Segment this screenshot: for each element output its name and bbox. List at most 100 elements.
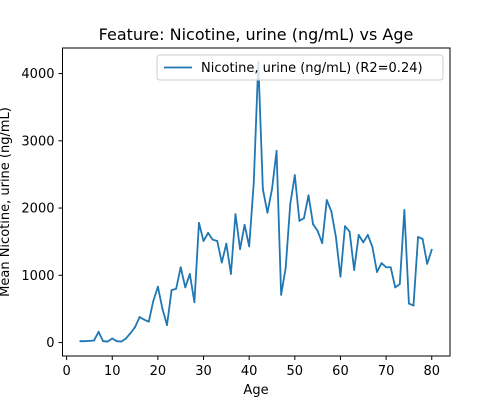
data-point bbox=[307, 194, 310, 197]
data-point bbox=[111, 337, 114, 340]
data-point bbox=[348, 230, 351, 233]
data-point bbox=[184, 286, 187, 289]
data-point bbox=[93, 339, 95, 342]
data-point bbox=[366, 234, 369, 236]
data-point bbox=[284, 267, 287, 269]
data-point bbox=[152, 299, 155, 302]
data-point bbox=[339, 275, 342, 278]
chart-title: Feature: Nicotine, urine (ng/mL) vs Age bbox=[99, 25, 414, 44]
y-tick-label: 2000 bbox=[21, 202, 54, 217]
legend: Nicotine, urine (ng/mL) (R2=0.24) bbox=[156, 54, 444, 81]
data-point bbox=[170, 289, 173, 291]
data-point bbox=[79, 340, 82, 343]
data-point bbox=[385, 266, 388, 269]
data-point bbox=[408, 302, 410, 305]
data-point bbox=[97, 330, 100, 333]
data-point bbox=[316, 230, 319, 232]
data-point bbox=[193, 301, 196, 304]
data-point bbox=[211, 238, 214, 241]
data-point bbox=[280, 293, 283, 296]
data-point bbox=[421, 238, 424, 240]
data-point bbox=[426, 262, 429, 265]
data-point bbox=[334, 236, 337, 238]
x-tick-label: 70 bbox=[378, 364, 395, 379]
data-point bbox=[412, 304, 415, 307]
data-point bbox=[220, 261, 223, 264]
data-point bbox=[230, 273, 232, 275]
data-point bbox=[376, 271, 378, 273]
x-tick-label: 80 bbox=[423, 364, 440, 379]
data-point bbox=[289, 203, 292, 205]
data-point bbox=[143, 318, 146, 321]
data-point bbox=[120, 340, 123, 343]
data-point bbox=[166, 324, 168, 326]
data-point bbox=[430, 248, 433, 251]
data-point bbox=[293, 174, 296, 177]
y-tick-label: 1000 bbox=[21, 269, 54, 284]
data-point bbox=[216, 240, 219, 242]
data-point bbox=[330, 210, 333, 213]
y-axis-label: Mean Nicotine, urine (ng/mL) bbox=[0, 107, 13, 297]
data-point bbox=[234, 213, 237, 216]
data-point bbox=[188, 273, 191, 275]
data-point bbox=[417, 236, 419, 238]
data-point bbox=[394, 286, 397, 289]
y-tick-label: 0 bbox=[46, 336, 54, 351]
data-point bbox=[106, 340, 109, 343]
data-point bbox=[403, 209, 406, 211]
data-point bbox=[271, 188, 273, 191]
data-point bbox=[239, 248, 241, 250]
data-point bbox=[321, 242, 324, 244]
legend-box bbox=[156, 54, 444, 81]
data-point bbox=[175, 287, 178, 290]
data-point bbox=[275, 149, 278, 152]
x-tick-label: 40 bbox=[241, 364, 258, 379]
y-tick-label: 4000 bbox=[21, 67, 54, 82]
data-point bbox=[303, 217, 305, 220]
data-point bbox=[243, 223, 246, 226]
data-point bbox=[362, 241, 365, 244]
data-point bbox=[252, 182, 255, 185]
data-point bbox=[371, 246, 374, 248]
data-point bbox=[115, 340, 118, 343]
data-point bbox=[147, 320, 150, 323]
x-tick-label: 0 bbox=[62, 364, 70, 379]
data-point bbox=[380, 262, 383, 265]
data-point bbox=[138, 316, 141, 318]
x-tick-label: 20 bbox=[150, 364, 167, 379]
x-tick-label: 50 bbox=[287, 364, 304, 379]
data-point bbox=[353, 269, 356, 271]
data-point bbox=[88, 339, 91, 342]
data-point bbox=[207, 232, 209, 234]
data-point bbox=[156, 285, 159, 288]
x-tick-label: 30 bbox=[195, 364, 212, 379]
y-tick-label: 3000 bbox=[21, 134, 54, 149]
legend-label: Nicotine, urine (ng/mL) (R2=0.24) bbox=[201, 61, 423, 76]
data-point bbox=[129, 332, 132, 335]
data-point bbox=[102, 340, 105, 343]
data-point bbox=[344, 225, 346, 228]
data-point bbox=[161, 308, 164, 310]
x-axis-label: Age bbox=[243, 383, 268, 398]
series-layer bbox=[79, 61, 433, 343]
data-point bbox=[357, 234, 360, 236]
x-axis-ticks: 0 10 20 30 40 50 60 70 80 bbox=[62, 356, 440, 379]
data-point bbox=[298, 219, 301, 222]
data-point bbox=[389, 266, 392, 269]
plot-area-frame bbox=[62, 47, 451, 357]
x-tick-label: 10 bbox=[104, 364, 121, 379]
data-point bbox=[398, 283, 401, 285]
data-point bbox=[83, 340, 86, 343]
data-point bbox=[125, 337, 127, 340]
data-point bbox=[312, 223, 314, 226]
data-point bbox=[248, 245, 251, 248]
data-point bbox=[325, 199, 328, 201]
data-point bbox=[179, 266, 182, 269]
data-point bbox=[198, 221, 200, 224]
data-point bbox=[261, 188, 264, 191]
series-line bbox=[79, 61, 433, 343]
x-tick-label: 60 bbox=[332, 364, 349, 379]
y-axis-ticks: 0 1000 2000 3000 4000 bbox=[21, 67, 63, 351]
data-point bbox=[266, 211, 269, 214]
